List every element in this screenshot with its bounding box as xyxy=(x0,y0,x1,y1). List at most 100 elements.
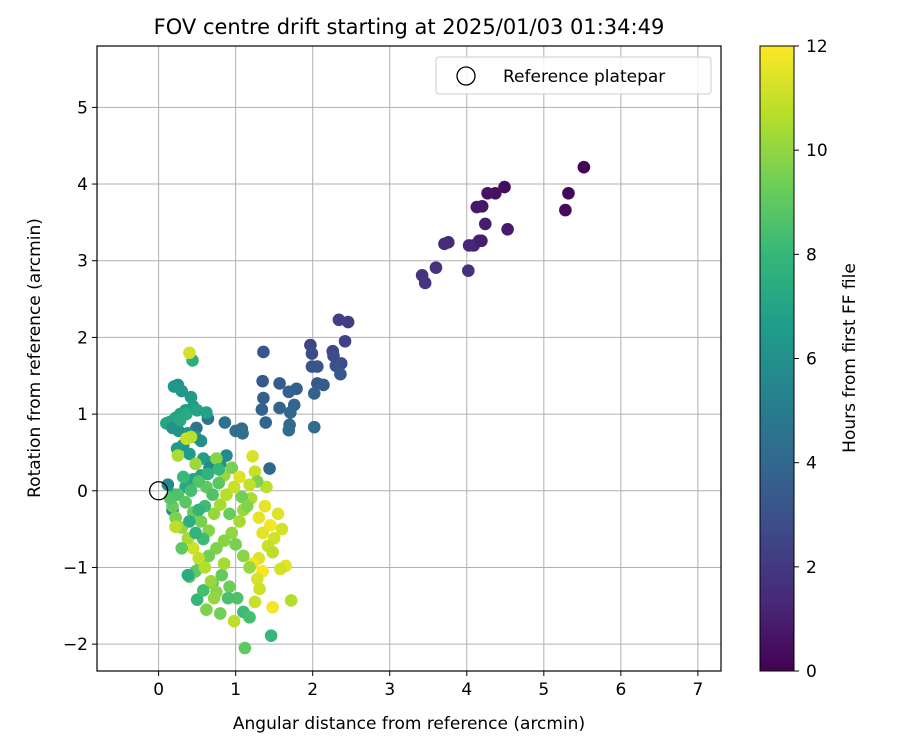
data-point xyxy=(169,520,182,534)
data-point xyxy=(266,601,279,614)
data-point xyxy=(230,591,244,605)
x-tick-label: 4 xyxy=(461,680,472,700)
x-tick-label: 6 xyxy=(615,680,626,700)
data-point xyxy=(207,591,221,605)
y-tick-label: 4 xyxy=(77,175,88,195)
data-point xyxy=(194,434,208,448)
legend-box xyxy=(435,56,712,95)
data-point xyxy=(258,499,272,513)
data-point xyxy=(237,549,250,563)
data-point xyxy=(282,423,296,437)
data-point xyxy=(256,374,269,388)
data-point xyxy=(273,377,286,390)
data-point xyxy=(235,490,249,504)
data-point xyxy=(332,313,346,327)
data-point xyxy=(264,518,277,532)
data-point xyxy=(179,495,192,509)
data-point xyxy=(257,345,270,359)
data-point xyxy=(240,499,254,513)
data-point xyxy=(260,480,273,494)
data-point xyxy=(184,430,198,444)
data-point xyxy=(307,387,321,400)
data-point xyxy=(161,478,175,491)
data-point xyxy=(197,584,210,597)
reference-point xyxy=(148,481,169,501)
x-tick-label: 7 xyxy=(692,680,703,700)
data-point xyxy=(223,507,236,521)
data-point xyxy=(311,360,324,373)
colorbar-ticks: 0 2 4 6 8 10 12 xyxy=(794,37,828,682)
data-point xyxy=(470,200,484,214)
data-point xyxy=(213,607,227,620)
data-point xyxy=(225,526,239,540)
data-point xyxy=(183,346,196,360)
data-point xyxy=(238,641,252,655)
data-point xyxy=(218,416,232,429)
data-point xyxy=(183,515,196,528)
x-tick-label: 0 xyxy=(153,680,164,700)
scatter-points xyxy=(160,160,591,655)
colorbar-tick-label: 6 xyxy=(806,350,817,370)
x-axis-label: Angular distance from reference (arcmin) xyxy=(233,714,585,734)
chart-title: FOV centre drift starting at 2025/01/03 … xyxy=(154,15,665,39)
data-point xyxy=(327,349,340,363)
data-point xyxy=(418,276,432,290)
data-point xyxy=(274,562,287,576)
data-point xyxy=(264,629,278,643)
data-point xyxy=(429,261,443,274)
y-tick-label: 5 xyxy=(77,98,88,118)
data-point xyxy=(462,239,476,252)
data-point xyxy=(229,424,242,438)
data-point xyxy=(201,467,215,481)
data-point xyxy=(207,507,221,521)
data-point xyxy=(498,180,511,194)
data-point xyxy=(198,561,212,574)
data-point xyxy=(227,480,241,494)
data-point xyxy=(204,574,218,588)
data-point xyxy=(189,457,202,471)
x-tick-label: 2 xyxy=(307,680,318,700)
data-point xyxy=(200,603,213,616)
data-point xyxy=(176,470,190,484)
data-point xyxy=(255,403,269,416)
data-point xyxy=(220,488,233,501)
data-point xyxy=(180,407,193,421)
data-point xyxy=(189,526,202,540)
data-point xyxy=(273,401,286,415)
data-point xyxy=(215,568,229,582)
x-axis-ticks: 0 1 2 3 4 5 6 7 xyxy=(153,671,703,700)
y-tick-label: 2 xyxy=(77,328,88,348)
data-point xyxy=(271,507,285,521)
data-point xyxy=(217,534,231,547)
data-point xyxy=(243,478,256,491)
colorbar-tick-label: 2 xyxy=(806,558,817,578)
data-point xyxy=(559,203,572,217)
data-point xyxy=(317,378,330,392)
colorbar-label: Hours from first FF file xyxy=(840,263,860,453)
data-point xyxy=(225,461,239,475)
data-point xyxy=(175,384,189,398)
data-point xyxy=(305,347,319,360)
data-point xyxy=(194,515,208,528)
data-point xyxy=(227,614,241,628)
colorbar-tick-label: 0 xyxy=(806,662,817,682)
data-point xyxy=(186,542,200,555)
data-point xyxy=(210,452,223,465)
data-point xyxy=(248,595,262,609)
data-point xyxy=(243,611,256,624)
data-point xyxy=(220,449,233,462)
colorbar: 0 2 4 6 8 10 12 Hours from first FF file xyxy=(759,37,860,682)
data-point xyxy=(190,593,204,606)
y-tick-label: −1 xyxy=(63,558,88,578)
data-point xyxy=(212,463,226,476)
colorbar-tick-label: 12 xyxy=(806,37,828,57)
y-axis-ticks: −2 −1 0 1 2 3 4 5 xyxy=(63,98,97,655)
data-point xyxy=(577,160,591,174)
data-point xyxy=(212,476,226,490)
data-point xyxy=(200,406,213,419)
x-tick-label: 5 xyxy=(538,680,549,700)
data-point xyxy=(183,447,196,461)
data-point xyxy=(562,186,575,200)
data-point xyxy=(175,542,189,555)
